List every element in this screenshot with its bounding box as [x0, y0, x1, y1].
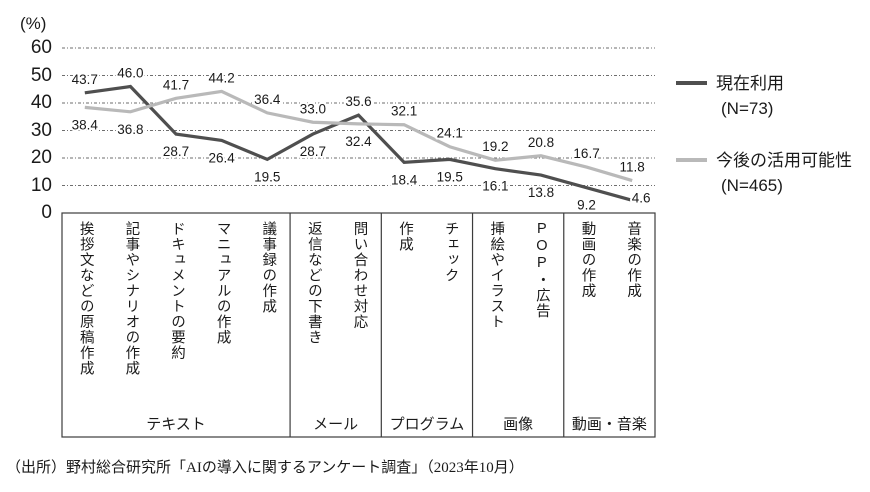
legend-n-current-use: (N=73) [721, 98, 774, 118]
data-label: 28.7 [300, 144, 326, 159]
category-label: 問い合わせ対応 [351, 221, 368, 330]
data-label: 16.7 [573, 146, 599, 161]
category-label: 作成 [397, 221, 414, 252]
data-label: 33.0 [300, 101, 326, 116]
data-label: 32.1 [391, 104, 417, 119]
data-label: 9.2 [577, 198, 596, 213]
group-label: プログラム [389, 416, 465, 433]
category-label: 音楽の作成 [625, 221, 642, 299]
source-citation: （出所）野村総合研究所「AIの導入に関するアンケート調査」（2023年10月） [6, 460, 524, 476]
category-label: 議事録の作成 [260, 221, 277, 314]
data-label: 32.4 [345, 134, 372, 149]
legend-item-current-use: 現在利用 (N=73) [676, 72, 852, 121]
y-axis-unit-label: (%) [20, 14, 47, 33]
data-label: 38.4 [72, 117, 99, 132]
data-label: 44.2 [209, 70, 235, 85]
category-box [61, 212, 656, 438]
data-label: 19.5 [254, 169, 280, 184]
y-tick-label: 20 [30, 147, 52, 168]
y-tick-label: 50 [30, 64, 52, 86]
data-label: 35.6 [345, 94, 371, 109]
data-label: 4.6 [632, 190, 651, 205]
data-label: 26.4 [209, 150, 236, 165]
category-label: 挨拶文などの原稿作成 [77, 221, 94, 376]
legend-line-swatch-current-use [676, 81, 707, 85]
group-label: メール [313, 416, 359, 433]
category-label: 返信などの下書き [305, 221, 322, 345]
category-label: マニュアルの作成 [214, 221, 231, 345]
data-label: 20.8 [528, 135, 554, 150]
group-label: 画像 [503, 416, 534, 433]
data-label: 41.7 [163, 77, 189, 92]
category-label: 挿絵やイラスト [488, 221, 505, 330]
data-label: 36.4 [254, 92, 281, 107]
data-label: 19.5 [437, 169, 463, 184]
data-label: 46.0 [117, 66, 143, 81]
group-label: テキスト [146, 416, 206, 433]
legend-line-swatch-future-potential [676, 158, 707, 163]
data-label: 16.1 [482, 179, 508, 194]
legend: 現在利用 (N=73) 今後の活用可能性 (N=465) [676, 72, 852, 199]
y-tick-label: 0 [41, 202, 52, 223]
data-label: 18.4 [391, 172, 418, 187]
group-label: 動画・音楽 [571, 416, 647, 433]
data-label: 36.8 [117, 122, 143, 137]
y-tick-label: 10 [30, 174, 52, 196]
series-line-1 [84, 89, 633, 183]
data-label: 19.2 [482, 139, 508, 154]
data-label: 43.7 [72, 72, 98, 87]
category-label: チェック [442, 221, 459, 283]
legend-label-future-potential: 今後の活用可能性 [716, 151, 852, 171]
legend-item-future-potential: 今後の活用可能性 (N=465) [676, 149, 852, 198]
category-label: 動画の作成 [579, 221, 596, 299]
series-line-0 [84, 84, 633, 202]
legend-label-current-use: 現在利用 [716, 74, 784, 93]
category-label: POP・広告 [533, 221, 550, 319]
category-label: ドキュメントの要約 [168, 221, 185, 361]
y-tick-label: 40 [30, 92, 52, 113]
data-label: 13.8 [528, 185, 554, 200]
category-label: 記事やシナリオの作成 [123, 221, 140, 376]
data-label: 24.1 [437, 126, 463, 141]
legend-n-future-potential: (N=465) [721, 175, 783, 195]
y-tick-label: 60 [30, 37, 52, 58]
data-label: 11.8 [620, 160, 645, 175]
data-label: 28.7 [163, 144, 189, 159]
y-tick-label: 30 [30, 119, 52, 141]
